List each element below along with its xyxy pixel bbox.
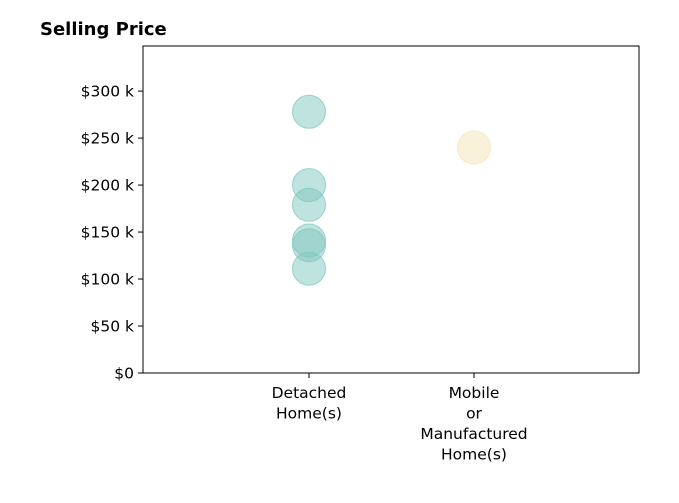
x-tick-label-line: Mobile [449,384,500,402]
data-point [292,251,326,286]
data-point [457,130,491,165]
y-tick-label: $200 k [81,177,134,195]
data-point [292,187,326,222]
y-tick-label: $100 k [81,271,134,289]
data-point [292,94,326,129]
y-tick-label: $250 k [81,130,134,148]
x-tick-label: Detached Home(s) [272,384,347,423]
points-layer [292,94,491,286]
chart-title: Selling Price [40,19,167,40]
x-tick-label-line: Detached [272,384,347,402]
x-tick-label-line: Manufactured [420,425,527,443]
x-tick-label-line: Home(s) [276,405,342,423]
x-axis: Detached Home(s) Mobile or Manufactured Home(… [272,373,528,464]
y-tick-label: $0 [114,365,134,383]
plot-area-frame [142,45,640,374]
y-tick-label: $150 k [81,224,134,242]
x-tick-label-line: or [466,405,482,423]
x-tick-label-line: Home(s) [441,446,507,464]
y-axis: $0 $50 k $100 k $150 k $200 k $250 k $300 k [81,83,143,383]
x-tick-label: Mobile or Manufactured Home(s) [420,384,527,464]
y-tick-label: $300 k [81,83,134,101]
y-tick-label: $50 k [91,318,135,336]
